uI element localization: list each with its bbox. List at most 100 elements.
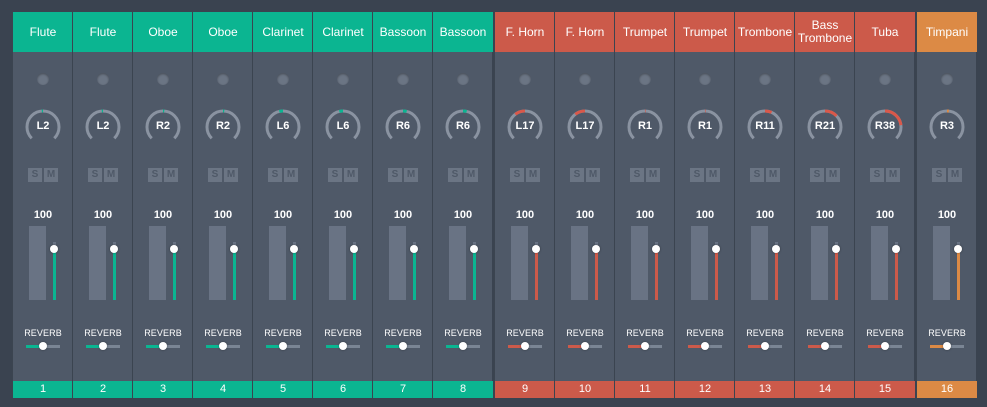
pan-knob[interactable] [323,107,363,147]
mute-button[interactable]: M [886,168,900,182]
mute-button[interactable]: M [404,168,418,182]
reverb-thumb[interactable] [219,342,227,350]
reverb-thumb[interactable] [943,342,951,350]
pan-knob[interactable] [805,107,845,147]
record-led[interactable] [639,73,651,85]
fader-thumb[interactable] [832,245,840,253]
reverb-slider[interactable] [206,342,240,350]
record-led[interactable] [37,73,49,85]
reverb-slider[interactable] [628,342,662,350]
mute-button[interactable]: M [766,168,780,182]
volume-fader[interactable] [807,226,843,300]
volume-fader[interactable] [687,226,723,300]
reverb-slider[interactable] [508,342,542,350]
mute-button[interactable]: M [224,168,238,182]
channel-name[interactable]: Flute [73,12,133,52]
mute-button[interactable]: M [44,168,58,182]
fader-thumb[interactable] [410,245,418,253]
channel-name[interactable]: Trumpet [615,12,675,52]
mute-button[interactable]: M [706,168,720,182]
volume-fader[interactable] [445,226,481,300]
pan-knob[interactable] [745,107,785,147]
pan-knob[interactable] [625,107,665,147]
channel-name[interactable]: Oboe [193,12,253,52]
record-led[interactable] [397,73,409,85]
solo-button[interactable]: S [810,168,824,182]
solo-button[interactable]: S [690,168,704,182]
reverb-slider[interactable] [568,342,602,350]
reverb-slider[interactable] [446,342,480,350]
volume-fader[interactable] [867,226,903,300]
solo-button[interactable]: S [208,168,222,182]
record-led[interactable] [699,73,711,85]
reverb-slider[interactable] [266,342,300,350]
reverb-thumb[interactable] [881,342,889,350]
mute-button[interactable]: M [104,168,118,182]
volume-fader[interactable] [145,226,181,300]
mute-button[interactable]: M [586,168,600,182]
reverb-thumb[interactable] [581,342,589,350]
reverb-slider[interactable] [146,342,180,350]
volume-fader[interactable] [929,226,965,300]
mute-button[interactable]: M [464,168,478,182]
volume-fader[interactable] [747,226,783,300]
reverb-thumb[interactable] [761,342,769,350]
record-led[interactable] [457,73,469,85]
fader-thumb[interactable] [350,245,358,253]
fader-thumb[interactable] [652,245,660,253]
reverb-thumb[interactable] [521,342,529,350]
pan-knob[interactable] [565,107,605,147]
reverb-thumb[interactable] [399,342,407,350]
volume-fader[interactable] [627,226,663,300]
volume-fader[interactable] [507,226,543,300]
reverb-slider[interactable] [86,342,120,350]
reverb-thumb[interactable] [339,342,347,350]
reverb-thumb[interactable] [641,342,649,350]
solo-button[interactable]: S [870,168,884,182]
volume-fader[interactable] [205,226,241,300]
solo-button[interactable]: S [148,168,162,182]
channel-name[interactable]: Flute [13,12,73,52]
pan-knob[interactable] [263,107,303,147]
record-led[interactable] [217,73,229,85]
mute-button[interactable]: M [646,168,660,182]
fader-thumb[interactable] [50,245,58,253]
reverb-thumb[interactable] [459,342,467,350]
pan-knob[interactable] [443,107,483,147]
channel-name[interactable]: Bassoon [373,12,433,52]
reverb-slider[interactable] [386,342,420,350]
channel-name[interactable]: Bassoon [433,12,493,52]
mute-button[interactable]: M [826,168,840,182]
mute-button[interactable]: M [164,168,178,182]
solo-button[interactable]: S [328,168,342,182]
solo-button[interactable]: S [268,168,282,182]
pan-knob[interactable] [83,107,123,147]
solo-button[interactable]: S [28,168,42,182]
pan-knob[interactable] [685,107,725,147]
solo-button[interactable]: S [510,168,524,182]
solo-button[interactable]: S [750,168,764,182]
record-led[interactable] [759,73,771,85]
volume-fader[interactable] [85,226,121,300]
solo-button[interactable]: S [630,168,644,182]
record-led[interactable] [819,73,831,85]
record-led[interactable] [879,73,891,85]
channel-name[interactable]: Oboe [133,12,193,52]
reverb-slider[interactable] [688,342,722,350]
reverb-slider[interactable] [748,342,782,350]
record-led[interactable] [579,73,591,85]
fader-thumb[interactable] [170,245,178,253]
reverb-thumb[interactable] [39,342,47,350]
solo-button[interactable]: S [448,168,462,182]
channel-name[interactable]: Trombone [735,12,795,52]
fader-thumb[interactable] [892,245,900,253]
fader-thumb[interactable] [230,245,238,253]
reverb-thumb[interactable] [279,342,287,350]
volume-fader[interactable] [25,226,61,300]
channel-name[interactable]: F. Horn [555,12,615,52]
reverb-thumb[interactable] [701,342,709,350]
volume-fader[interactable] [325,226,361,300]
channel-name[interactable]: Trumpet [675,12,735,52]
mute-button[interactable]: M [526,168,540,182]
reverb-thumb[interactable] [821,342,829,350]
